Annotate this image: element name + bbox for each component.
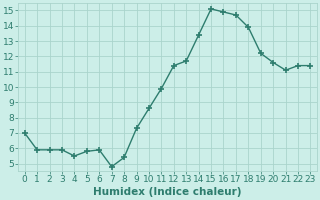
X-axis label: Humidex (Indice chaleur): Humidex (Indice chaleur) xyxy=(93,187,242,197)
